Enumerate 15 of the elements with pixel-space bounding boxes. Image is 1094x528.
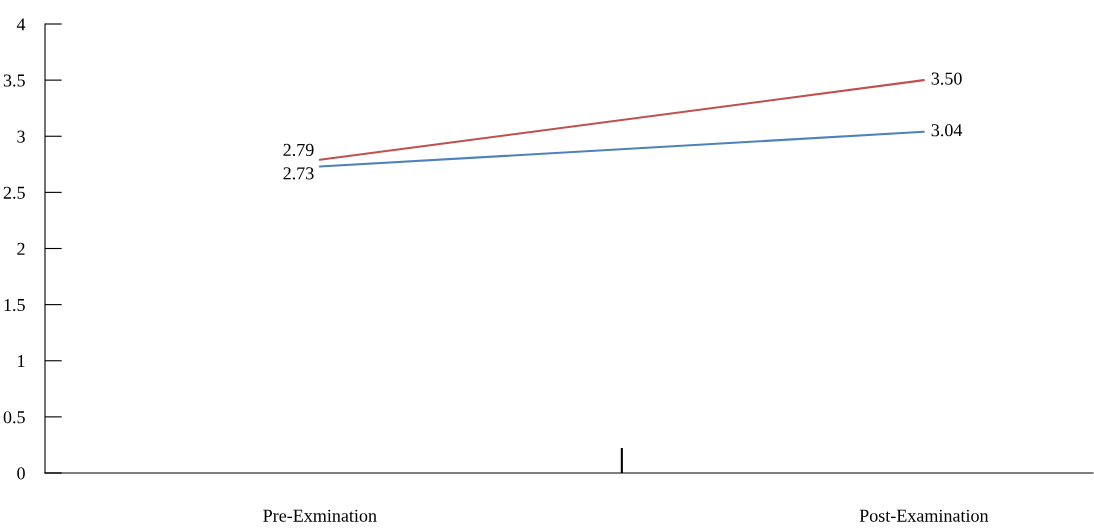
x-tick-label: Pre-Exmination: [263, 509, 377, 522]
y-tick-label: 3.5: [3, 74, 25, 87]
y-tick-label: 1: [18, 355, 25, 368]
data-label: 2.79: [283, 143, 314, 157]
x-tick-label: Post-Examination: [859, 509, 989, 522]
data-label: 3.50: [931, 72, 962, 85]
y-tick-label: 0.5: [3, 411, 25, 424]
y-tick-label: 2.5: [3, 186, 25, 199]
y-tick-label: 2: [17, 242, 25, 255]
data-label: 2.73: [283, 167, 314, 180]
y-tick-label: 3: [17, 130, 25, 143]
data-label: 3.04: [931, 124, 963, 137]
y-tick-label: 1.5: [4, 298, 25, 312]
y-tick-label: 4: [16, 18, 26, 31]
y-tick-label: 0: [17, 467, 25, 480]
